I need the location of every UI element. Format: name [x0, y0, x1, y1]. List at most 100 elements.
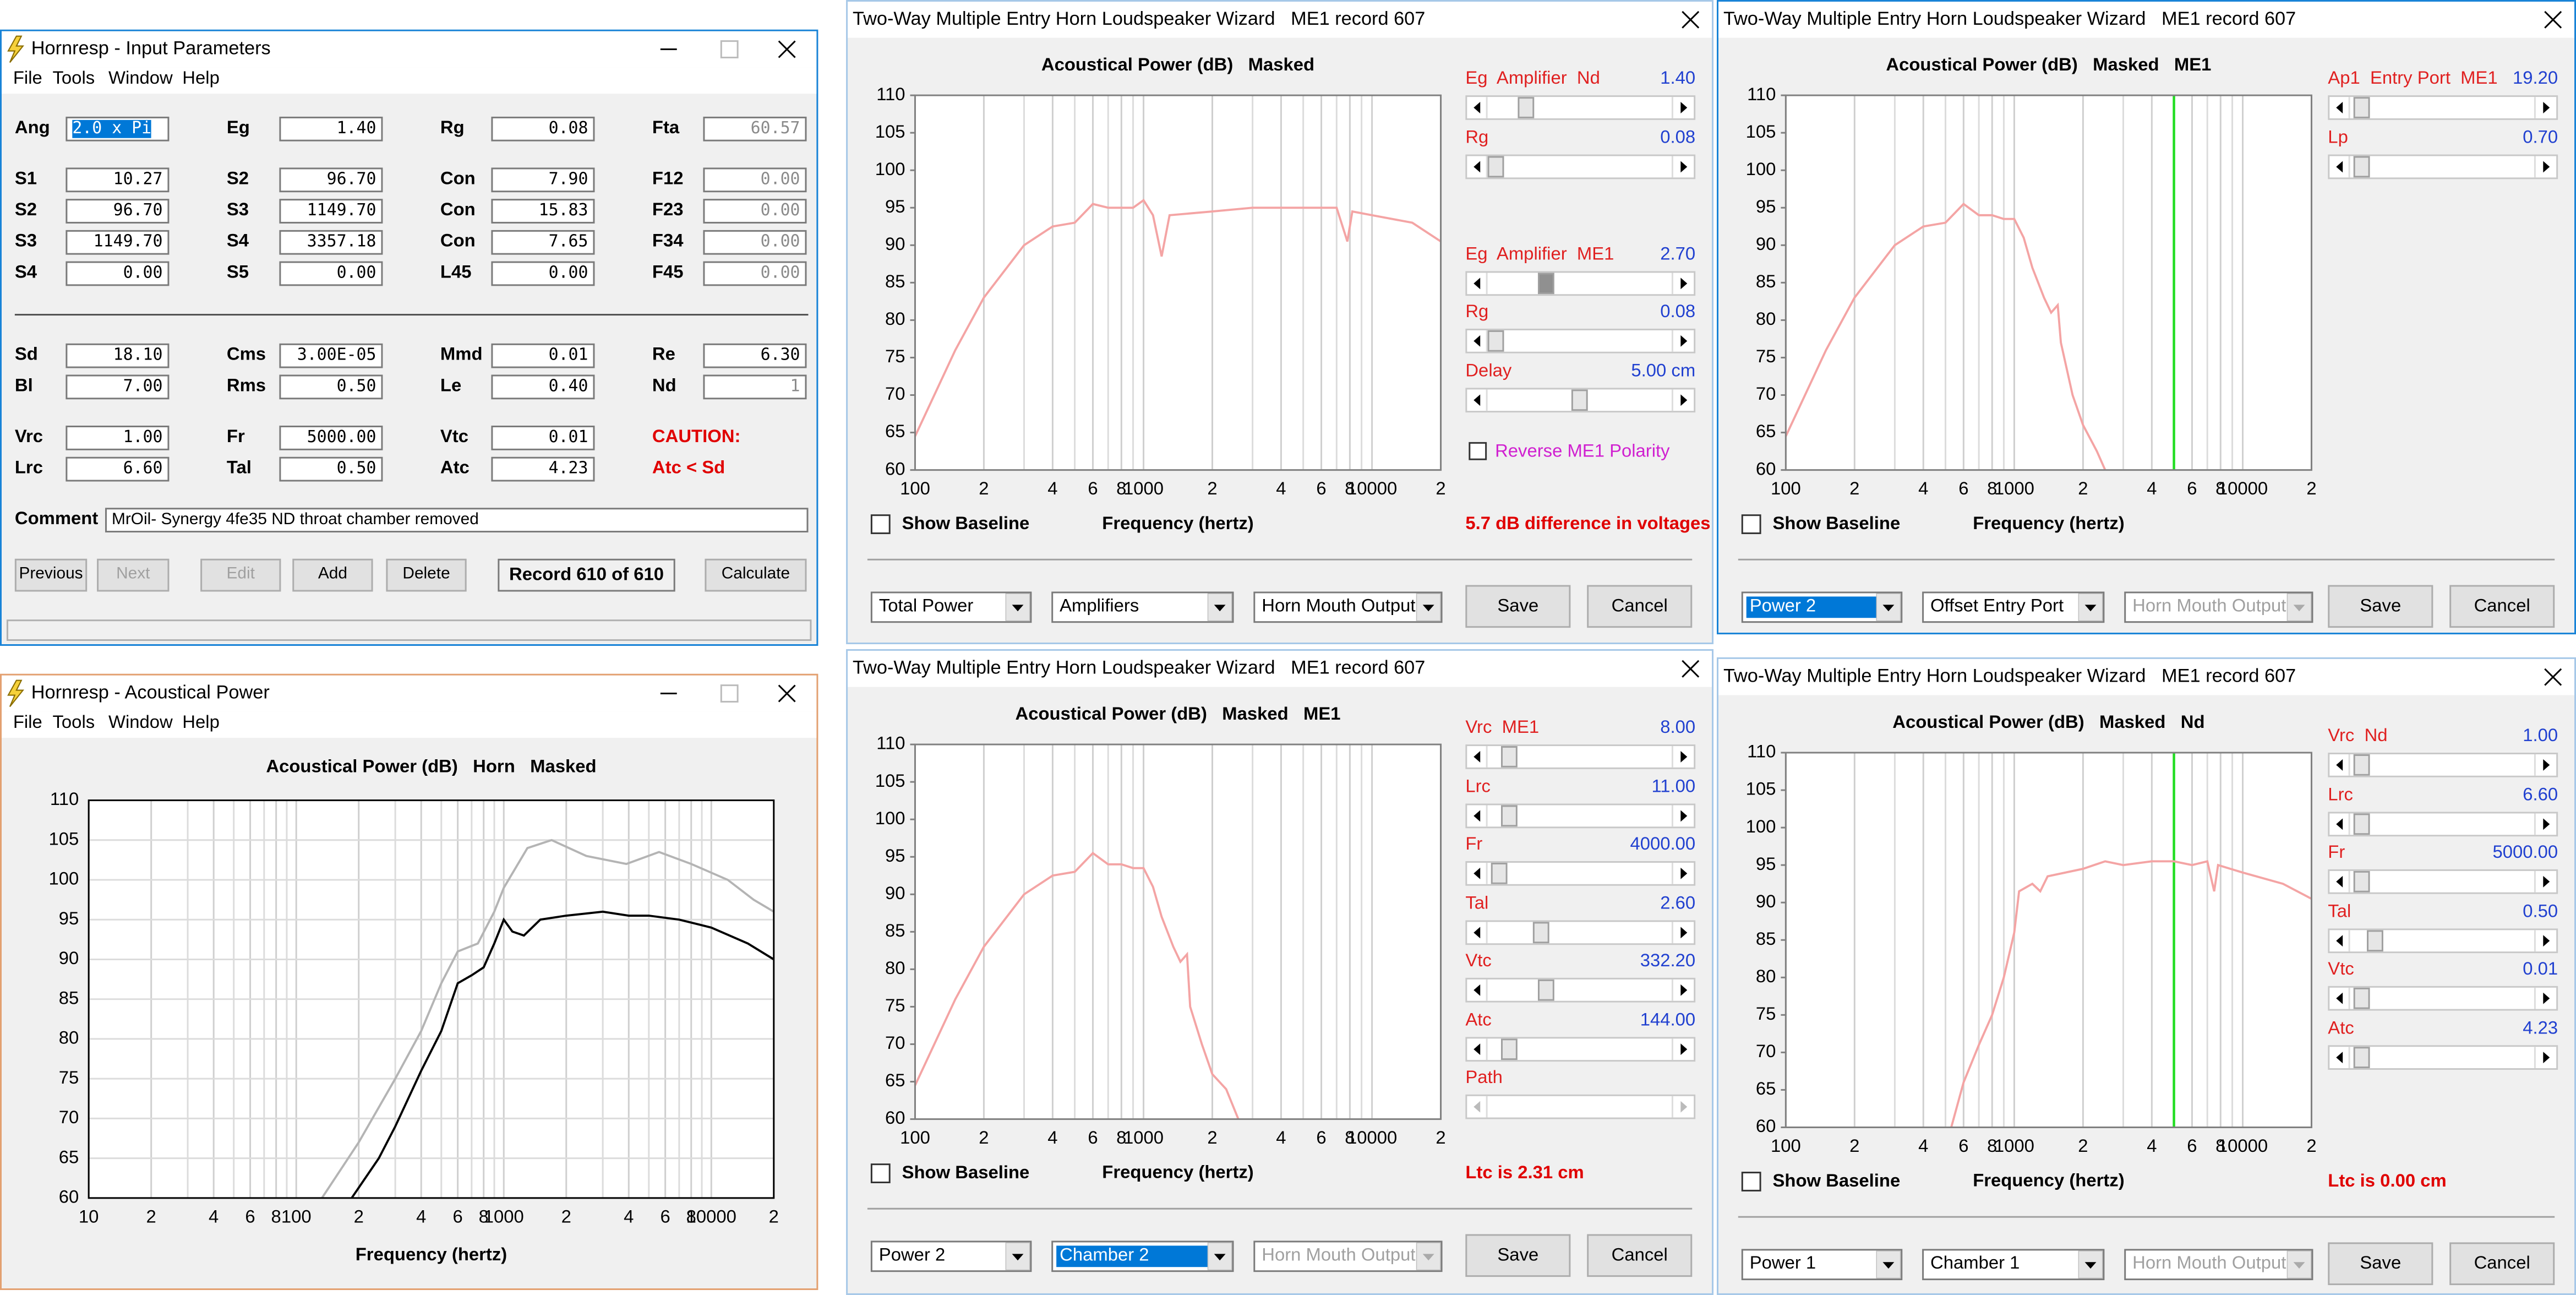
menu-item[interactable]: Help [182, 713, 220, 733]
dropdown[interactable]: Chamber 1 [1922, 1249, 2105, 1281]
slider[interactable] [1465, 1094, 1696, 1119]
checkbox-label[interactable]: Show Baseline [902, 514, 1030, 535]
button[interactable]: Previous [14, 558, 88, 592]
input-field[interactable]: 6.30 [703, 342, 807, 368]
slider[interactable] [1465, 270, 1696, 295]
input-field[interactable]: 7.00 [66, 374, 170, 399]
input-field[interactable]: 60.57 [703, 116, 807, 141]
button[interactable]: Save [1465, 1234, 1571, 1277]
dropdown[interactable]: Power 2 [870, 1240, 1032, 1272]
slider[interactable] [2328, 810, 2558, 836]
checkbox[interactable] [1469, 442, 1487, 460]
checkbox-label[interactable]: Show Baseline [902, 1163, 1030, 1183]
slider[interactable] [1465, 1036, 1696, 1061]
input-field[interactable]: 0.00 [66, 260, 170, 285]
input-field[interactable]: 7.65 [491, 229, 595, 254]
button[interactable]: Add [292, 558, 373, 592]
input-field[interactable]: 0.40 [491, 374, 595, 399]
button[interactable]: Delete [386, 558, 467, 592]
checkbox-label[interactable]: Show Baseline [1772, 514, 1901, 535]
input-field[interactable]: 1149.70 [66, 229, 170, 254]
slider[interactable] [1465, 861, 1696, 886]
input-field[interactable]: 0.00 [703, 260, 807, 285]
checkbox-label[interactable]: Reverse ME1 Polarity [1495, 442, 1670, 462]
button[interactable]: Cancel [1587, 1234, 1693, 1277]
menu-item[interactable]: Window [108, 69, 173, 89]
input-field[interactable]: 0.50 [279, 374, 383, 399]
button[interactable]: Cancel [2449, 585, 2555, 628]
slider[interactable] [1465, 803, 1696, 828]
checkbox[interactable] [870, 514, 891, 535]
dropdown[interactable]: Horn Mouth Output [1253, 591, 1443, 623]
slider[interactable] [1465, 387, 1696, 412]
input-field[interactable]: 1.40 [279, 116, 383, 141]
input-field[interactable]: 1149.70 [279, 198, 383, 223]
button[interactable]: Cancel [2449, 1242, 2555, 1286]
dropdown[interactable]: Power 2 [1741, 591, 1903, 623]
input-field[interactable]: 3357.18 [279, 229, 383, 254]
comment-field[interactable]: MrOil- Synergy 4fe35 ND throat chamber r… [105, 508, 809, 533]
slider-right-arrow [1680, 809, 1688, 821]
input-field[interactable]: 2.0 x Pi [66, 116, 170, 141]
input-field[interactable]: 0.00 [279, 260, 383, 285]
slider[interactable] [2328, 986, 2558, 1011]
slider[interactable] [1465, 154, 1696, 178]
input-field[interactable]: 0.00 [703, 166, 807, 192]
input-field[interactable]: 0.00 [491, 260, 595, 285]
input-field[interactable]: 96.70 [279, 166, 383, 192]
button[interactable]: Calculate [705, 558, 807, 592]
slider[interactable] [2328, 1044, 2558, 1069]
input-field[interactable]: 96.70 [66, 198, 170, 223]
slider[interactable] [1465, 977, 1696, 1003]
checkbox[interactable] [1741, 1172, 1761, 1191]
input-field[interactable]: 1 [703, 374, 807, 399]
input-field[interactable]: 1.00 [66, 425, 170, 450]
field-label: Ang [14, 118, 50, 138]
input-field[interactable]: 7.90 [491, 166, 595, 192]
input-field[interactable]: 15.83 [491, 198, 595, 223]
input-field[interactable]: 0.08 [491, 116, 595, 141]
menu-item[interactable]: File [13, 69, 42, 89]
button[interactable]: Next [97, 558, 170, 592]
menu-item[interactable]: Window [108, 713, 173, 733]
slider[interactable] [2328, 927, 2558, 953]
button[interactable]: Edit [200, 558, 281, 592]
checkbox[interactable] [870, 1163, 891, 1183]
button[interactable]: Save [1465, 585, 1571, 628]
slider-thumb [1491, 862, 1508, 884]
slider[interactable] [2328, 752, 2558, 777]
dropdown: Horn Mouth Output [2124, 591, 2313, 623]
menu-item[interactable]: File [13, 713, 42, 733]
slider[interactable] [1465, 95, 1696, 120]
menu-item[interactable]: Help [182, 69, 220, 89]
button[interactable]: Save [2328, 1242, 2433, 1286]
button[interactable]: Cancel [1587, 585, 1693, 628]
input-field[interactable]: 10.27 [66, 166, 170, 192]
dropdown[interactable]: Power 1 [1741, 1249, 1903, 1281]
input-field[interactable]: 5000.00 [279, 425, 383, 450]
input-field[interactable]: 0.01 [491, 342, 595, 368]
checkbox[interactable] [1741, 514, 1761, 535]
checkbox-label[interactable]: Show Baseline [1772, 1172, 1901, 1191]
slider[interactable] [2328, 95, 2558, 120]
input-field[interactable]: 3.00E-05 [279, 342, 383, 368]
input-field[interactable]: 0.00 [703, 229, 807, 254]
input-field[interactable]: 0.50 [279, 456, 383, 481]
slider[interactable] [2328, 154, 2558, 178]
dropdown[interactable]: Amplifiers [1051, 591, 1234, 623]
menu-item[interactable]: Tools [52, 713, 95, 733]
input-field[interactable]: 6.60 [66, 456, 170, 481]
dropdown[interactable]: Offset Entry Port [1922, 591, 2105, 623]
input-field[interactable]: 0.00 [703, 198, 807, 223]
input-field[interactable]: 0.01 [491, 425, 595, 450]
slider[interactable] [1465, 919, 1696, 944]
slider[interactable] [1465, 744, 1696, 769]
input-field[interactable]: 18.10 [66, 342, 170, 368]
menu-item[interactable]: Tools [52, 69, 95, 89]
slider[interactable] [2328, 869, 2558, 894]
slider[interactable] [1465, 328, 1696, 353]
input-field[interactable]: 4.23 [491, 456, 595, 481]
dropdown[interactable]: Total Power [870, 591, 1032, 623]
button[interactable]: Save [2328, 585, 2433, 628]
dropdown[interactable]: Chamber 2 [1051, 1240, 1234, 1272]
